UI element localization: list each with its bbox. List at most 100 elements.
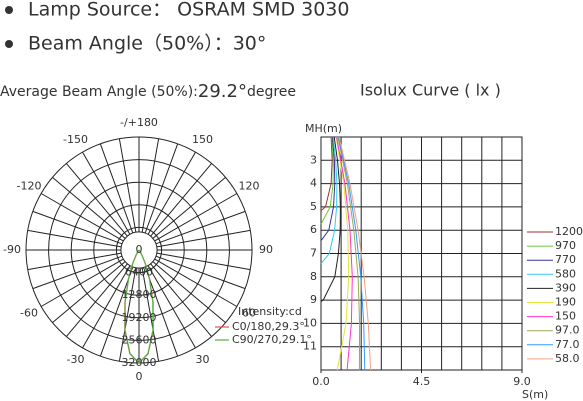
legend-label: 580 [555,267,576,280]
isolux-curve [320,136,336,241]
spoke [52,176,126,239]
ring [70,181,208,319]
intensity-curve [124,249,154,364]
spoke [99,266,134,357]
x-tick-label: 4.5 [413,375,431,388]
y-tick-label: 4 [310,177,317,190]
spoke [65,163,128,237]
spoke [150,263,213,337]
spoke [144,143,179,234]
y-tick-label: 5 [310,200,317,213]
angle-label: -/+180 [120,116,158,129]
spoke [65,263,128,337]
spoke [141,267,160,362]
spec-line: Beam Angle（50%）：30° [28,33,266,55]
isolux-title: Isolux Curve ( lx ) [360,81,501,100]
r-tick-label: 25600 [122,333,157,346]
angle-label: -120 [17,180,42,193]
isolux-curve [320,136,341,302]
angle-label: -60 [20,307,38,320]
spoke [27,229,122,248]
spoke [150,163,213,237]
legend-label: 970 [555,239,576,252]
isolux-curve [336,136,353,371]
spoke [147,151,196,235]
spoke [82,151,131,235]
ring [93,204,185,296]
summary-unit: degree [247,84,296,100]
isolux-curve [320,136,334,225]
spoke [32,210,123,245]
r-tick-label: 19200 [122,311,157,324]
spoke [82,265,131,349]
spoke [147,265,196,349]
spoke [40,193,124,242]
y-tick-label: 9 [310,293,317,306]
spoke [141,138,160,233]
summary: Average Beam Angle (50%):29.2°degree [0,81,296,102]
legend-label: 770 [555,253,576,266]
x-tick-label: 9.0 [513,375,531,388]
isolux-curve [335,136,350,371]
legend-label: C90/270,29.1° [232,333,312,346]
angle-label: 0 [136,370,143,383]
spoke [155,210,246,245]
summary-label: Average Beam Angle (50%): [0,84,198,100]
y-tick-label: 7 [310,247,317,260]
legend-label: 58.0 [555,352,580,365]
isolux-curve [337,136,366,371]
y-tick-label: 8 [310,270,317,283]
angle-label: 150 [192,133,213,146]
spoke [155,255,246,290]
y-tick-label: 3 [310,153,317,166]
spoke [144,266,179,357]
spoke [32,255,123,290]
spoke [40,258,124,307]
x-axis-label: S(m) [522,388,548,401]
summary-value: 29.2° [198,81,247,102]
spoke [156,229,251,248]
angle-label: 120 [238,180,259,193]
isolux-curve [320,136,333,211]
isolux-curve [338,136,372,371]
spoke [99,143,134,234]
legend-label: 77.0 [555,338,580,351]
ring [48,159,230,341]
isolux-curve [337,136,361,371]
spec-line: Lamp Source： OSRAM SMD 3030 [28,0,350,21]
legend-label: C0/180,29.3° [232,320,305,333]
legend-label: 190 [555,296,576,309]
r-tick-label: 12800 [122,288,157,301]
legend-label: 150 [555,310,576,323]
spoke [156,252,251,271]
r-tick-label: 32000 [122,356,157,369]
spoke [52,261,126,324]
angle-label: 30 [196,353,210,366]
legend-label: 1200 [555,225,583,238]
ring [115,226,163,274]
legend-label: 390 [555,281,576,294]
angle-label: 60 [242,307,256,320]
r-tick-label: 6400 [125,266,153,279]
spoke [152,176,226,239]
spoke [154,193,238,242]
r-axis-label: Intensity:cd [238,305,302,318]
angle-label: -150 [63,133,88,146]
bullet [5,40,13,48]
bullet [5,6,13,14]
spoke [118,267,137,362]
legend-label: 97.0 [555,324,580,337]
angle-label: -30 [67,353,85,366]
x-tick-label: 0.0 [312,375,330,388]
spoke [118,138,137,233]
spoke [27,252,122,271]
isolux-curve [320,136,338,264]
y-tick-label: 11 [303,340,317,353]
y-tick-label: 10 [303,316,317,329]
angle-label: 90 [259,243,273,256]
angle-label: -90 [3,243,21,256]
spoke [152,261,226,324]
r-tick-label: 0 [136,243,143,256]
spoke [154,258,238,307]
